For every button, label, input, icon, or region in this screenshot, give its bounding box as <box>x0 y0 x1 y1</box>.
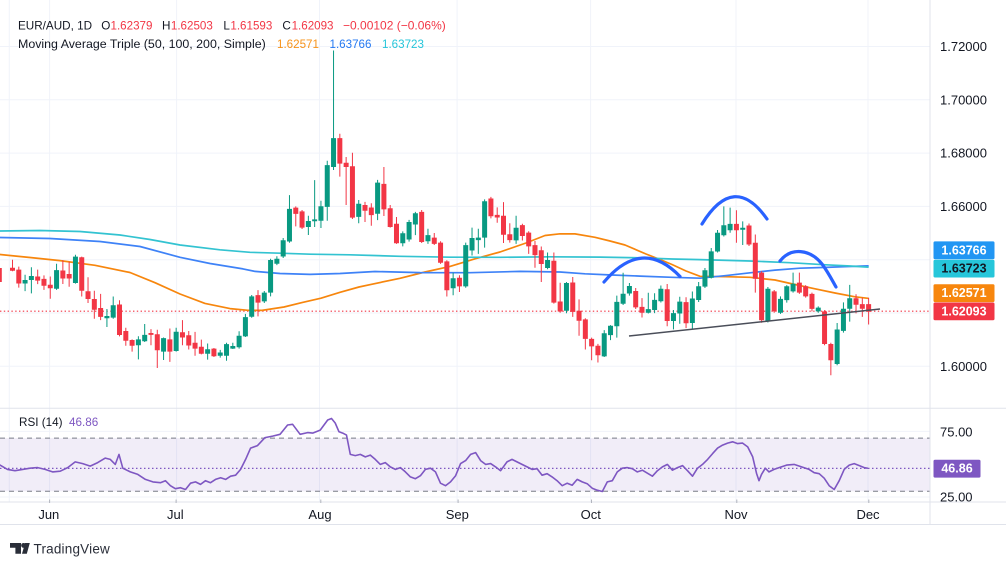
svg-text:1.62093: 1.62093 <box>941 304 986 318</box>
svg-text:1.62503: 1.62503 <box>171 20 213 33</box>
svg-text:46.86: 46.86 <box>69 416 98 429</box>
svg-text:Aug: Aug <box>308 507 331 522</box>
svg-text:RSI (14): RSI (14) <box>19 416 63 429</box>
svg-text:1.68000: 1.68000 <box>940 146 987 161</box>
svg-text:O: O <box>101 20 110 33</box>
svg-text:EUR/AUD, 1D: EUR/AUD, 1D <box>18 20 92 33</box>
svg-text:Dec: Dec <box>856 507 880 522</box>
svg-text:1.63766: 1.63766 <box>330 38 372 51</box>
svg-text:L: L <box>223 20 230 33</box>
svg-text:1.62379: 1.62379 <box>111 20 153 33</box>
svg-text:Jul: Jul <box>167 507 184 522</box>
svg-text:1.60000: 1.60000 <box>940 359 987 374</box>
svg-text:C: C <box>282 20 290 33</box>
svg-text:TradingView: TradingView <box>34 542 111 557</box>
svg-text:25.00: 25.00 <box>940 490 973 505</box>
svg-text:−0.00102 (−0.06%): −0.00102 (−0.06%) <box>343 19 446 33</box>
svg-text:Nov: Nov <box>724 507 748 522</box>
svg-text:1.63723: 1.63723 <box>382 38 424 51</box>
svg-text:1.66000: 1.66000 <box>940 199 987 214</box>
svg-text:Jun: Jun <box>38 507 59 522</box>
svg-text:Sep: Sep <box>446 507 469 522</box>
svg-text:1.62093: 1.62093 <box>292 20 334 33</box>
svg-text:H: H <box>162 20 170 33</box>
svg-text:Moving Average Triple (50, 100: Moving Average Triple (50, 100, 200, Sim… <box>18 37 266 51</box>
svg-text:1.62571: 1.62571 <box>277 38 319 51</box>
svg-text:1.62571: 1.62571 <box>941 286 986 300</box>
svg-text:1.63723: 1.63723 <box>941 262 986 276</box>
svg-text:1.61593: 1.61593 <box>230 20 272 33</box>
svg-text:1.70000: 1.70000 <box>940 92 987 107</box>
svg-text:46.86: 46.86 <box>941 462 972 476</box>
svg-text:75.00: 75.00 <box>940 424 973 439</box>
svg-text:1.63766: 1.63766 <box>941 243 986 257</box>
svg-text:1.72000: 1.72000 <box>940 39 987 54</box>
svg-text:Oct: Oct <box>581 507 602 522</box>
